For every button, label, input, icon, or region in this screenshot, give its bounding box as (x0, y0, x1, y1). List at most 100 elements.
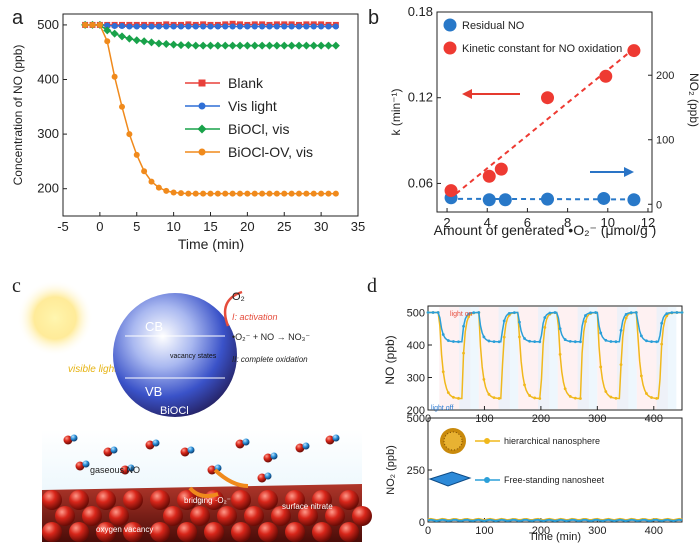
data-point (680, 311, 684, 314)
data-point (126, 23, 133, 30)
series-group-a (81, 20, 340, 197)
data-point (281, 23, 288, 30)
data-point (497, 397, 501, 400)
y-tick-label: 500 (37, 17, 59, 32)
y-tick-label: 0.18 (408, 4, 433, 19)
data-point (192, 23, 199, 30)
legend-label: Vis light (228, 98, 277, 114)
x-axis-label-b: Amount of generated •O₂⁻ (μmol/g ) (434, 222, 657, 238)
data-point (492, 340, 496, 344)
data-point (502, 319, 506, 323)
data-point (324, 41, 333, 50)
data-point (184, 41, 193, 50)
data-point (266, 23, 273, 30)
data-point (133, 23, 140, 30)
data-point (141, 23, 148, 30)
no-molecule-o (103, 447, 113, 457)
x-tick-label: 400 (645, 525, 663, 537)
data-point (431, 311, 435, 314)
data-point (543, 316, 547, 319)
data-point (207, 23, 214, 30)
lattice-atom (177, 522, 197, 542)
panel-d: d 0 100 200 300 400 200 300 400 500 light on lig… (367, 275, 684, 543)
lattice-atom (42, 522, 62, 542)
lattice-atom (312, 490, 332, 510)
arrow-right-blue (590, 167, 634, 177)
data-point (163, 23, 170, 30)
data-point (89, 21, 96, 28)
oxygen-vacancy-label: oxygen vacancy (96, 525, 153, 534)
no-molecule-n (242, 438, 250, 446)
y-right-tick-label: 200 (656, 70, 674, 82)
vb-label: VB (145, 384, 162, 399)
no-molecule-n (302, 442, 310, 450)
y-axis-label-d-bottom: NO₂ (ppb) (385, 445, 397, 495)
data-point (318, 23, 325, 30)
data-point (191, 41, 200, 50)
no-molecule-n (82, 460, 90, 468)
data-point (258, 41, 267, 50)
plot-frame-b (436, 11, 653, 213)
data-point (310, 23, 317, 30)
data-point (207, 190, 214, 197)
y-right-tick-label: 0 (656, 199, 662, 211)
data-point (185, 23, 192, 30)
x-tick-label: 25 (277, 219, 291, 234)
data-point (444, 184, 458, 198)
data-point (639, 334, 643, 338)
y-tick-label: 400 (37, 72, 59, 87)
lattice-atom (312, 522, 332, 542)
series-group-d-top (426, 311, 684, 400)
legend-label-nanosphere: hierarchical nanosphere (504, 436, 600, 446)
data-point (634, 311, 638, 314)
panel-label-d: d (367, 275, 377, 297)
panel-label-b: b (368, 7, 379, 29)
data-point (296, 190, 302, 197)
fit-lines-b (448, 46, 637, 201)
data-point (288, 190, 295, 197)
legend-d-bottom: hierarchical nanosphere Free-standing na… (428, 428, 605, 487)
y-right-tick-label: 100 (656, 135, 674, 147)
panel-c: c visible light CB VB BiOCl vacancy stat… (12, 275, 372, 542)
data-point (619, 363, 623, 367)
lattice-atom (55, 506, 75, 526)
y-tick-label: 0 (419, 517, 425, 529)
no-molecule-o (295, 443, 305, 453)
lattice-atom (109, 506, 129, 526)
x-axis-label-d: Time (min) (529, 531, 581, 543)
data-point (214, 190, 221, 197)
data-point (237, 190, 243, 197)
y-tick-label: 300 (37, 126, 59, 141)
data-point (597, 191, 611, 205)
lattice-atom (177, 490, 197, 510)
activation-arc (223, 290, 243, 327)
legend-label: Blank (228, 75, 264, 91)
data-point (538, 397, 542, 400)
data-point (457, 396, 460, 400)
data-point (178, 23, 184, 30)
data-point (492, 396, 496, 400)
data-point (482, 169, 496, 183)
data-point (265, 41, 274, 50)
no-molecule-n (332, 434, 340, 442)
data-point (446, 391, 450, 395)
y-tick-label: 500 (407, 413, 425, 425)
legend-swatch-marker (198, 102, 206, 110)
series-line (427, 518, 683, 522)
x-tick-label: 300 (588, 413, 606, 425)
x-tick-label: 400 (645, 413, 663, 425)
data-point (259, 23, 266, 30)
visible-light-label: visible light (68, 364, 118, 375)
data-point (604, 338, 608, 342)
legend-b: Residual NO Kinetic constant for NO oxida… (443, 18, 622, 55)
lattice-atom (339, 490, 359, 510)
data-point (287, 41, 296, 50)
no-molecule-n (264, 472, 272, 480)
lattice-atom (96, 490, 116, 510)
data-point (163, 187, 170, 194)
legend-swatch-marker (198, 79, 206, 87)
data-point (452, 340, 455, 343)
data-point (467, 315, 471, 319)
data-point (280, 41, 289, 50)
data-point (147, 38, 156, 47)
